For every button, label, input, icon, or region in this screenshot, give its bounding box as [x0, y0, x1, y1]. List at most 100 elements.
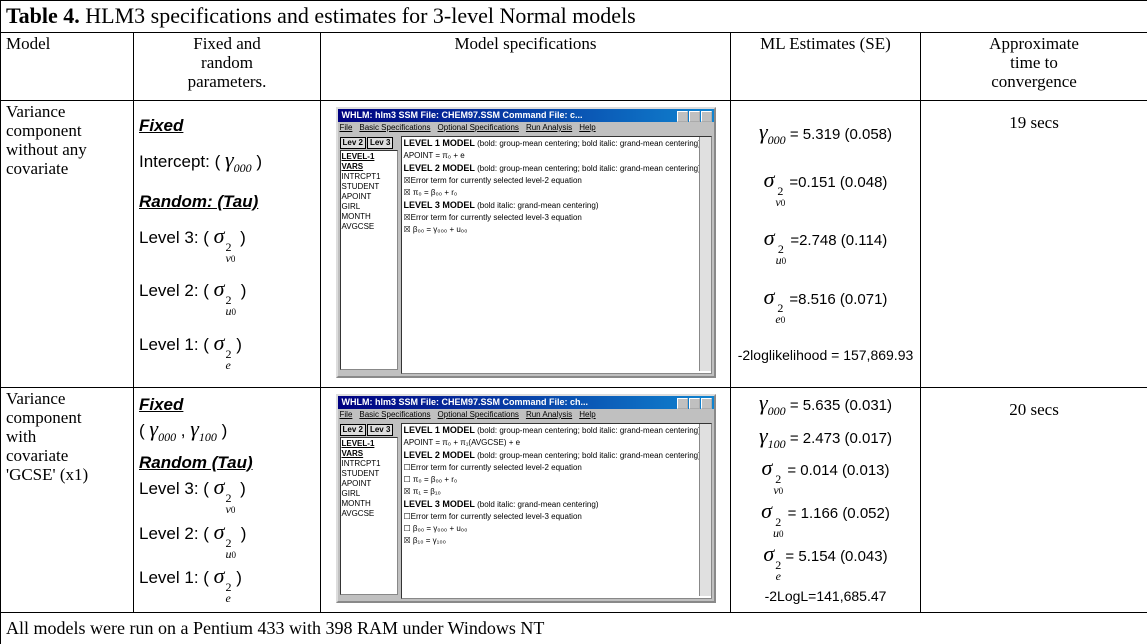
math-symbol: γ: [149, 416, 158, 441]
subscript: e: [226, 360, 232, 371]
menu-item: Optional Specifications: [438, 123, 519, 132]
math-symbol: γ: [759, 390, 768, 415]
model-line: LEVEL 3 MODEL (bold italic: grand-mean c…: [404, 200, 697, 211]
subscript: v0: [226, 253, 236, 265]
model-line: LEVEL 2 MODEL (bold: group-mean centerin…: [404, 450, 697, 461]
math-symbol: σ: [214, 223, 225, 248]
menu-item: Basic Specifications: [359, 123, 430, 132]
menu-item: Basic Specifications: [359, 410, 430, 419]
parameter-list: Fixed( γ000 , γ100 )Random (Tau)Level 3:…: [139, 389, 315, 610]
model-line: ☒ π₁ = β₁₀: [404, 487, 697, 497]
text-line: Fixed and: [139, 34, 315, 53]
header-row: Model Fixed andrandomparameters. Model s…: [1, 33, 1147, 101]
math-symbol: σ: [214, 563, 225, 588]
model-text: APOINT = π₀ + e: [404, 151, 465, 160]
math-symbol: γ: [759, 423, 768, 448]
text: -2loglikelihood = 157,869.93: [738, 347, 914, 363]
data-row: Variancecomponentwithcovariate'GCSE' (x1…: [1, 388, 1147, 613]
window-button: [677, 398, 688, 409]
subscript: v0: [773, 485, 783, 497]
variable: AVGCSE: [342, 509, 396, 519]
subscript: 100: [199, 430, 217, 444]
model-text: ☐Error term for currently selected level…: [404, 463, 582, 472]
text-line: time to: [926, 53, 1142, 72]
menu-item: Optional Specifications: [438, 410, 519, 419]
variable: MONTH: [342, 212, 396, 222]
text: Random (Tau): [139, 453, 253, 472]
scripts: 2u0: [776, 244, 787, 267]
text: = 0.014 (0.013): [783, 462, 889, 479]
math-symbol: σ: [214, 474, 225, 499]
text: Level 1: (: [139, 335, 214, 354]
window-button: [677, 111, 688, 122]
text: ): [236, 524, 246, 543]
scrollbar: [699, 424, 711, 596]
tab: Lev 2: [340, 137, 366, 149]
variable: INTRCPT1: [342, 459, 396, 469]
model-heading: LEVEL 2 MODEL: [404, 163, 475, 173]
estimate: γ100 = 2.473 (0.017): [736, 426, 915, 454]
model-text: ☐ β₀₀ = γ₀₀₀ + u₀₀: [404, 524, 468, 533]
model-line: LEVEL 3 MODEL (bold italic: grand-mean c…: [404, 499, 697, 510]
text: ): [235, 479, 245, 498]
title-cell: Table 4. HLM3 specifications and estimat…: [1, 1, 1147, 33]
parameter: Random: (Tau): [139, 192, 315, 211]
model-panel: LEVEL 1 MODEL (bold: group-mean centerin…: [401, 423, 712, 599]
menu-bar: FileBasic SpecificationsOptional Specifi…: [338, 122, 714, 134]
math-symbol: σ: [214, 276, 225, 301]
text-line: covariate: [6, 159, 128, 178]
math-symbol: σ: [214, 330, 225, 355]
subscript: 000: [768, 404, 786, 418]
subscript: 0: [779, 486, 784, 496]
text: =0.151 (0.048): [785, 174, 887, 191]
model-line: ☒ β₁₀ = γ₁₀₀: [404, 536, 697, 546]
estimate: σ2u0 = 1.166 (0.052): [736, 501, 915, 540]
text: =8.516 (0.071): [785, 291, 887, 308]
variable: STUDENT: [342, 182, 396, 192]
parameter: Fixed: [139, 116, 315, 135]
parameter: Fixed: [139, 395, 315, 414]
text-line: Variance: [6, 102, 128, 121]
variable: GIRL: [342, 202, 396, 212]
text-line: with: [6, 427, 128, 446]
model-text: ☒ β₁₀ = γ₁₀₀: [404, 536, 446, 545]
hlm-window: WHLM: hlm3 SSM File: CHEM97.SSM Command …: [336, 107, 716, 378]
model-text: ☒Error term for currently selected level…: [404, 213, 582, 222]
estimate: -2LogL=141,685.47: [736, 587, 915, 606]
text-line: Approximate: [926, 34, 1142, 53]
text: ): [252, 152, 262, 171]
subscript: v0: [226, 504, 236, 516]
tab: Lev 3: [367, 424, 393, 436]
model-heading: LEVEL 1 MODEL: [404, 138, 475, 148]
model-line: ☒Error term for currently selected level…: [404, 176, 697, 186]
subscript: 000: [768, 133, 786, 147]
text: Level 3: (: [139, 479, 214, 498]
text: Fixed: [139, 395, 183, 414]
math-symbol: σ: [761, 455, 772, 480]
variable: AVGCSE: [342, 222, 396, 232]
model-heading: LEVEL 1 MODEL: [404, 425, 475, 435]
text-line: without any: [6, 140, 128, 159]
text: Random: (Tau): [139, 192, 258, 211]
subscript: 0: [781, 315, 786, 325]
model-line: LEVEL 1 MODEL (bold: group-mean centerin…: [404, 425, 697, 436]
subscript: 0: [779, 529, 784, 539]
model-line: ☐Error term for currently selected level…: [404, 512, 697, 522]
math-symbol: σ: [214, 519, 225, 544]
window-title: WHLM: hlm3 SSM File: CHEM97.SSM Command …: [338, 396, 714, 409]
window-body: Lev 2Lev 3LEVEL-1 VARSINTRCPT1STUDENTAPO…: [340, 136, 712, 374]
window-buttons: [677, 111, 712, 122]
scripts: 2e0: [775, 303, 785, 326]
page: Table 4. HLM3 specifications and estimat…: [0, 0, 1147, 644]
estimate-list: γ000 = 5.635 (0.031)γ100 = 2.473 (0.017)…: [736, 389, 915, 610]
estimate: -2loglikelihood = 157,869.93: [736, 346, 915, 365]
text-line: 'GCSE' (x1): [6, 465, 128, 484]
subscript: u0: [773, 528, 784, 540]
window-title: WHLM: hlm3 SSM File: CHEM97.SSM Command …: [338, 109, 714, 122]
